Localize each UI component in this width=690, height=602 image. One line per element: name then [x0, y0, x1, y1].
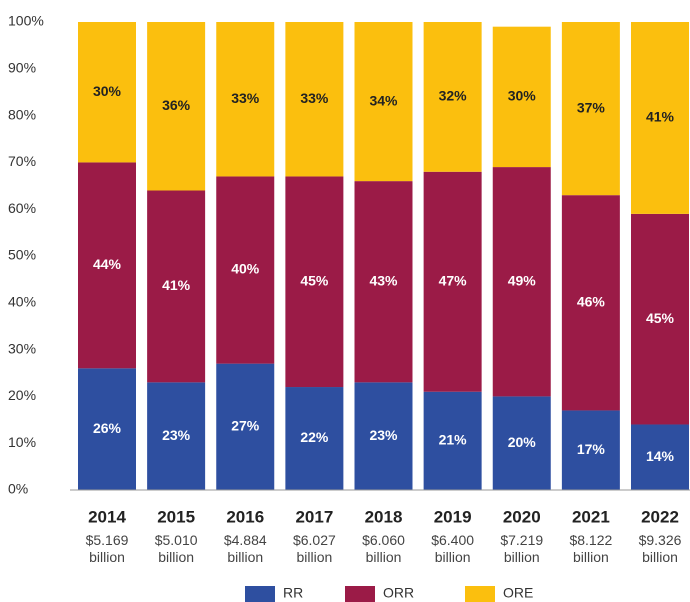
y-tick-label: 10% — [8, 434, 36, 450]
value-label: 36% — [162, 97, 191, 113]
x-tick-label: 2019 — [434, 507, 472, 526]
bar-segment — [492, 26, 551, 168]
value-label: 32% — [439, 88, 468, 104]
y-tick-label: 30% — [8, 340, 36, 356]
x-tick-label: 2017 — [295, 507, 333, 526]
bar-segment — [423, 391, 482, 490]
bar-segment — [561, 195, 620, 411]
bar-segment — [216, 22, 275, 177]
value-label: 37% — [577, 99, 606, 115]
bar-segment — [285, 176, 344, 388]
y-tick-label: 0% — [8, 481, 28, 497]
value-label: 46% — [577, 294, 606, 310]
bar-segment — [561, 410, 620, 490]
legend-label: ORE — [503, 585, 533, 601]
bar-segment — [423, 171, 482, 392]
value-label: 20% — [508, 434, 537, 450]
bar-segment — [147, 22, 206, 191]
value-label: 41% — [646, 109, 675, 125]
value-label: 27% — [231, 418, 260, 434]
total-label: $6.027 billion — [292, 532, 336, 565]
x-tick-label: 2021 — [572, 507, 610, 526]
bar-segment — [492, 396, 551, 490]
bar-segment — [631, 22, 689, 214]
y-tick-label: 90% — [8, 60, 36, 76]
x-tick-label: 2015 — [157, 507, 195, 526]
value-label: 14% — [646, 448, 675, 464]
legend-label: RR — [283, 585, 303, 601]
bar-segment — [423, 22, 482, 172]
y-tick-label: 60% — [8, 200, 36, 216]
value-label: 30% — [508, 88, 537, 104]
bar-segment — [285, 22, 344, 177]
bar-segment — [78, 22, 136, 163]
y-tick-label: 40% — [8, 294, 36, 310]
y-tick-label: 50% — [8, 247, 36, 263]
total-label: $6.060 billion — [362, 532, 405, 565]
legend-swatch — [245, 586, 275, 602]
total-label: $5.010 billion — [154, 532, 198, 565]
value-label: 44% — [93, 256, 122, 272]
value-label: 34% — [369, 92, 398, 108]
y-tick-label: 70% — [8, 153, 36, 169]
total-label: $9.326 billion — [638, 532, 682, 565]
bar-segment — [216, 363, 275, 490]
value-label: 17% — [577, 441, 606, 457]
x-tick-label: 2014 — [88, 507, 126, 526]
value-label: 40% — [231, 261, 260, 277]
y-tick-label: 80% — [8, 106, 36, 122]
value-label: 30% — [93, 83, 122, 99]
bar-segment — [78, 368, 136, 490]
bar-segment — [78, 162, 136, 369]
x-tick-label: 2022 — [641, 507, 679, 526]
bar-segment — [354, 181, 413, 383]
bar-segment — [285, 387, 344, 490]
value-label: 45% — [300, 272, 329, 288]
total-label: $6.400 billion — [431, 532, 475, 565]
legend-swatch — [345, 586, 375, 602]
value-label: 22% — [300, 429, 329, 445]
bar-segment — [561, 22, 620, 196]
value-label: 47% — [439, 272, 468, 288]
x-tick-label: 2018 — [365, 507, 403, 526]
value-label: 23% — [162, 427, 191, 443]
bar-segment — [631, 213, 689, 425]
total-label: $7.219 billion — [500, 532, 544, 565]
value-label: 33% — [300, 90, 329, 106]
value-label: 23% — [369, 427, 398, 443]
bar-segment — [492, 167, 551, 397]
bar-segment — [147, 190, 206, 383]
value-label: 26% — [93, 420, 122, 436]
total-label: $5.169 billion — [85, 532, 129, 565]
value-label: 43% — [369, 272, 398, 288]
total-label: $4.884 billion — [223, 532, 267, 565]
value-label: 49% — [508, 272, 537, 288]
value-label: 41% — [162, 277, 191, 293]
legend-label: ORR — [383, 585, 414, 601]
x-tick-label: 2016 — [226, 507, 264, 526]
value-label: 45% — [646, 310, 675, 326]
y-tick-label: 100% — [8, 13, 44, 29]
value-label: 33% — [231, 90, 260, 106]
x-tick-label: 2020 — [503, 507, 541, 526]
legend-swatch — [465, 586, 495, 602]
bar-segment — [354, 22, 413, 182]
bar-segment — [147, 382, 206, 490]
bar-segment — [354, 382, 413, 490]
y-tick-label: 20% — [8, 387, 36, 403]
bar-segment — [631, 424, 689, 490]
bar-segment — [216, 176, 275, 364]
total-label: $8.122 billion — [569, 532, 613, 565]
value-label: 21% — [439, 432, 468, 448]
